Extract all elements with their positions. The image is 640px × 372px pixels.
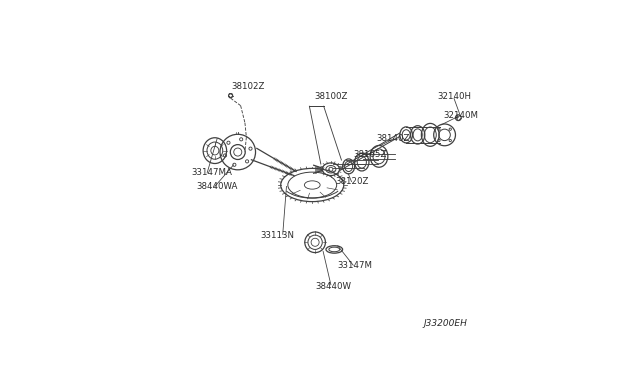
Text: 38440WA: 38440WA [197, 182, 238, 191]
Text: 32140M: 32140M [443, 111, 478, 120]
Text: 38440W: 38440W [315, 282, 351, 291]
Text: 33147M: 33147M [337, 261, 372, 270]
Text: 32140H: 32140H [437, 92, 472, 101]
Text: 38165Z: 38165Z [353, 150, 387, 158]
Text: 33147MA: 33147MA [191, 169, 232, 177]
Text: 38100Z: 38100Z [314, 92, 348, 101]
Text: 38102Z: 38102Z [231, 82, 264, 91]
Text: 38140Z: 38140Z [376, 134, 410, 143]
Text: 33113N: 33113N [260, 231, 294, 240]
Text: J33200EH: J33200EH [423, 320, 467, 328]
Text: 38120Z: 38120Z [335, 177, 369, 186]
